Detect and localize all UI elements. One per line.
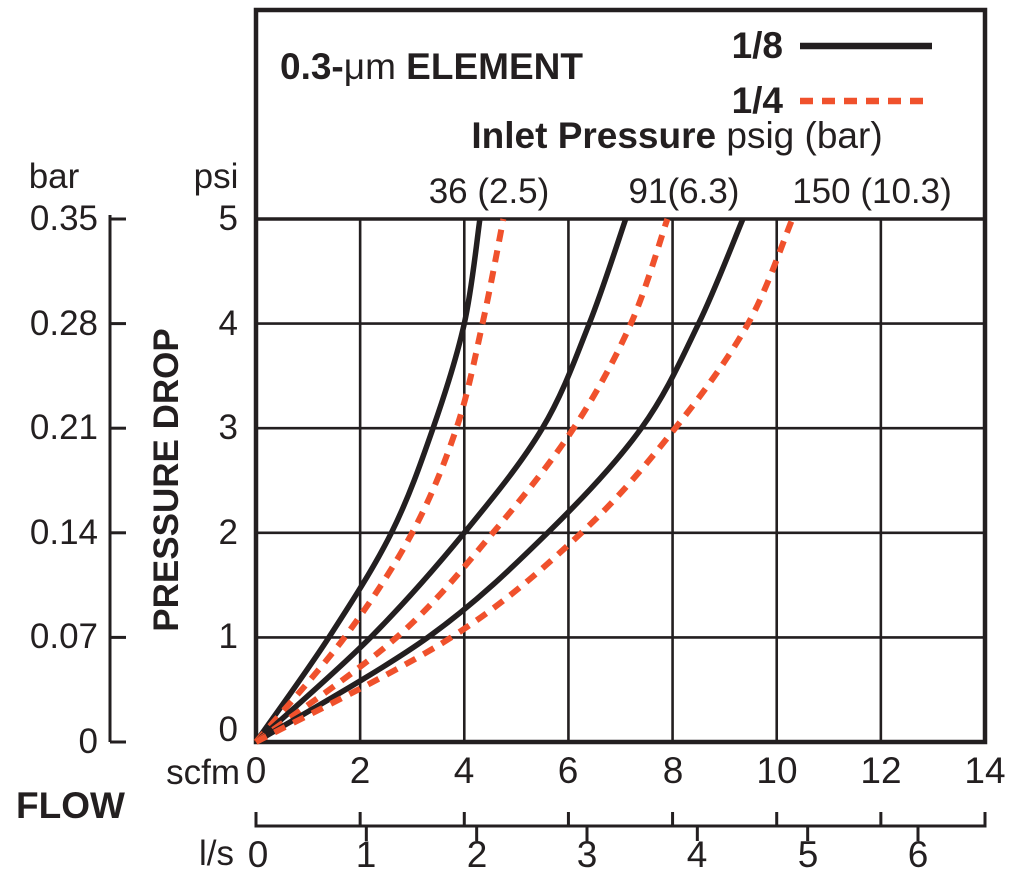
inlet-value-36: 36 (2.5) bbox=[428, 172, 550, 211]
curve-1-8-150103 bbox=[254, 217, 746, 745]
inlet-pressure-label: Inlet Pressure bbox=[471, 115, 717, 156]
ls-tick-5: 5 bbox=[797, 834, 819, 875]
scfm-tick-8: 8 bbox=[662, 750, 684, 791]
scfm-tick-14: 14 bbox=[964, 750, 1006, 791]
psi-axis-unit: psi bbox=[193, 157, 239, 196]
ls-tick-4: 4 bbox=[686, 834, 708, 875]
inlet-pressure-units: psig (bar) bbox=[716, 115, 883, 156]
inlet-pressure-header: Inlet Pressure psig (bar) bbox=[471, 115, 882, 157]
curve-1-4-150103 bbox=[254, 217, 796, 745]
element-word: ELEMENT bbox=[395, 46, 583, 87]
curve-1-4-9163 bbox=[254, 218, 671, 745]
ls-tick-1: 1 bbox=[355, 834, 377, 875]
ls-tick-3: 3 bbox=[576, 834, 598, 875]
bar-tick-0-14: 0.14 bbox=[29, 513, 98, 552]
bar-tick-0-07: 0.07 bbox=[29, 617, 98, 656]
psi-tick-1: 1 bbox=[218, 617, 238, 656]
chart-title: 0.3-μm ELEMENT bbox=[280, 46, 583, 88]
y-axis-title: PRESSURE DROP bbox=[147, 328, 186, 632]
ls-tick-0: 0 bbox=[247, 834, 269, 875]
psi-tick-0: 0 bbox=[218, 710, 238, 749]
psi-tick-4: 4 bbox=[218, 304, 238, 343]
chart-border bbox=[253, 7, 988, 745]
bar-tick-0-35: 0.35 bbox=[29, 199, 98, 238]
bar-tick-0-28: 0.28 bbox=[29, 304, 98, 343]
x-axis-title: FLOW bbox=[16, 785, 125, 826]
inlet-value-91: 91(6.3) bbox=[628, 172, 740, 211]
inlet-value-150: 150 (10.3) bbox=[792, 172, 952, 211]
legend-label-1-4: 1/4 bbox=[731, 80, 783, 121]
scfm-tick-4: 4 bbox=[453, 750, 475, 791]
element-size-value: 0.3- bbox=[280, 46, 344, 87]
scfm-tick-0: 0 bbox=[245, 750, 267, 791]
psi-tick-3: 3 bbox=[218, 408, 238, 447]
legend-label-1-8: 1/8 bbox=[731, 25, 783, 66]
psi-tick-2: 2 bbox=[218, 513, 238, 552]
ls-tick-2: 2 bbox=[466, 834, 488, 875]
curve-1-8-9163 bbox=[254, 218, 629, 745]
curve-1-4-3625 bbox=[253, 218, 507, 744]
ls-axis-unit: l/s bbox=[199, 834, 234, 873]
bar-tick-0: 0 bbox=[78, 722, 98, 761]
micron-unit: μm bbox=[343, 46, 396, 87]
scfm-tick-12: 12 bbox=[860, 750, 902, 791]
psi-tick-5: 5 bbox=[218, 199, 238, 238]
scfm-tick-6: 6 bbox=[557, 750, 579, 791]
scfm-axis-unit: scfm bbox=[166, 753, 240, 792]
bar-tick-0-21: 0.21 bbox=[29, 408, 98, 447]
curve-1-8-3625 bbox=[253, 218, 483, 744]
scfm-tick-10: 10 bbox=[756, 750, 798, 791]
bar-axis-unit: bar bbox=[28, 157, 80, 196]
ls-tick-6: 6 bbox=[907, 834, 929, 875]
scfm-tick-2: 2 bbox=[349, 750, 371, 791]
